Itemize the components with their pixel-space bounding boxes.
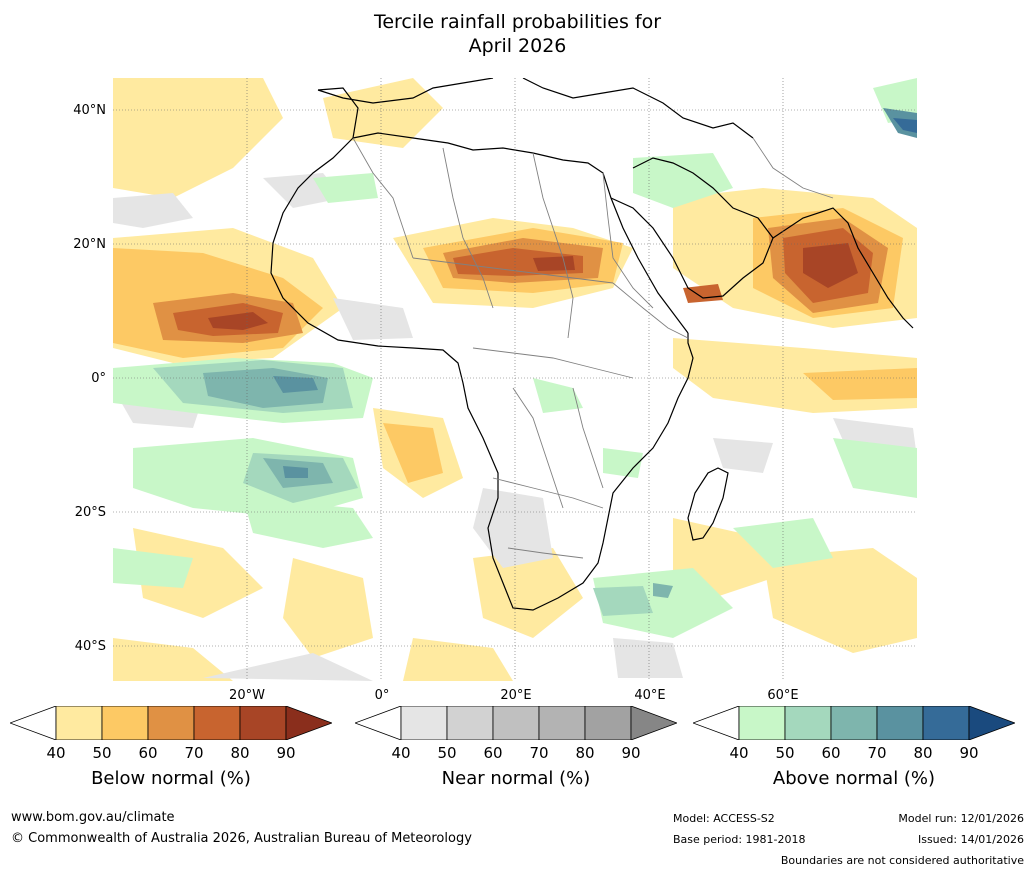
colorbar-low-extension (355, 706, 402, 740)
lon-label-60e: 60°E (767, 688, 799, 703)
colorbar-segment (193, 706, 241, 740)
colorbar-segment (55, 706, 103, 740)
colorbar-segment (584, 706, 632, 740)
title-line-2: April 2026 (468, 35, 567, 57)
above-normal-colorbar (693, 706, 1015, 740)
colorbar-low-extension (10, 706, 57, 740)
colorbar-segment (101, 706, 149, 740)
country-borders (352, 137, 834, 559)
model-run-text: Model run: 12/01/2026 (898, 812, 1024, 825)
below-normal-extreme-patches (208, 243, 858, 330)
cb-tick: 50 (92, 744, 112, 762)
below-normal-colorbar (10, 706, 332, 740)
colorbar-high-extension (630, 706, 677, 740)
base-period-text: Base period: 1981-2018 (673, 833, 806, 846)
cb-tick: 50 (775, 744, 795, 762)
below-normal-title: Below normal (%) (91, 768, 251, 789)
cb-tick: 60 (483, 744, 503, 762)
cb-tick: 40 (391, 744, 411, 762)
map-title: Tercile rainfall probabilities for April… (0, 10, 1035, 58)
copyright-text: © Commonwealth of Australia 2026, Austra… (11, 831, 472, 846)
cb-tick: 70 (867, 744, 887, 762)
cb-tick: 90 (959, 744, 979, 762)
colorbar-segment (147, 706, 195, 740)
colorbar-segment (922, 706, 970, 740)
cb-tick: 50 (437, 744, 457, 762)
map-svg (113, 78, 917, 681)
colorbar-high-extension (968, 706, 1015, 740)
near-normal-title: Near normal (%) (441, 768, 591, 789)
above-normal-extreme-patches (893, 118, 917, 133)
graticule (113, 78, 917, 681)
cb-tick: 40 (729, 744, 749, 762)
colorbar-segment (239, 706, 287, 740)
cb-tick: 40 (46, 744, 66, 762)
colorbar-high-extension (285, 706, 332, 740)
colorbar-segment (538, 706, 586, 740)
colorbar-segment (492, 706, 540, 740)
website-link[interactable]: www.bom.gov.au/climate (11, 810, 175, 825)
cb-tick: 90 (276, 744, 296, 762)
model-text: Model: ACCESS-S2 (673, 812, 775, 825)
colorbar-low-extension (693, 706, 740, 740)
lat-label-20s: 20°S (74, 505, 106, 520)
lat-label-40n: 40°N (73, 103, 106, 118)
issued-text: Issued: 14/01/2026 (917, 833, 1024, 846)
lon-label-20w: 20°W (229, 688, 265, 703)
cb-tick: 70 (529, 744, 549, 762)
cb-tick: 60 (138, 744, 158, 762)
colorbar-segment (876, 706, 924, 740)
title-line-1: Tercile rainfall probabilities for (373, 11, 662, 33)
lat-label-20n: 20°N (73, 237, 106, 252)
colorbar-segment (784, 706, 832, 740)
disclaimer-text: Boundaries are not considered authoritat… (780, 854, 1024, 867)
cb-tick: 80 (913, 744, 933, 762)
lon-label-40e: 40°E (634, 688, 666, 703)
colorbar-segment (830, 706, 878, 740)
lon-label-0: 0° (374, 688, 390, 703)
above-normal-title: Above normal (%) (772, 768, 936, 789)
lat-label-equator: 0° (91, 371, 106, 386)
colorbar-segment (738, 706, 786, 740)
coastlines (270, 78, 914, 611)
cb-tick: 70 (184, 744, 204, 762)
colorbar-segment (446, 706, 494, 740)
cb-tick: 80 (575, 744, 595, 762)
cb-tick: 90 (621, 744, 641, 762)
rainfall-map (113, 78, 917, 681)
near-normal-colorbar (355, 706, 677, 740)
lon-label-20e: 20°E (500, 688, 532, 703)
lat-label-40s: 40°S (74, 639, 106, 654)
colorbar-segment (400, 706, 448, 740)
cb-tick: 80 (230, 744, 250, 762)
cb-tick: 60 (821, 744, 841, 762)
